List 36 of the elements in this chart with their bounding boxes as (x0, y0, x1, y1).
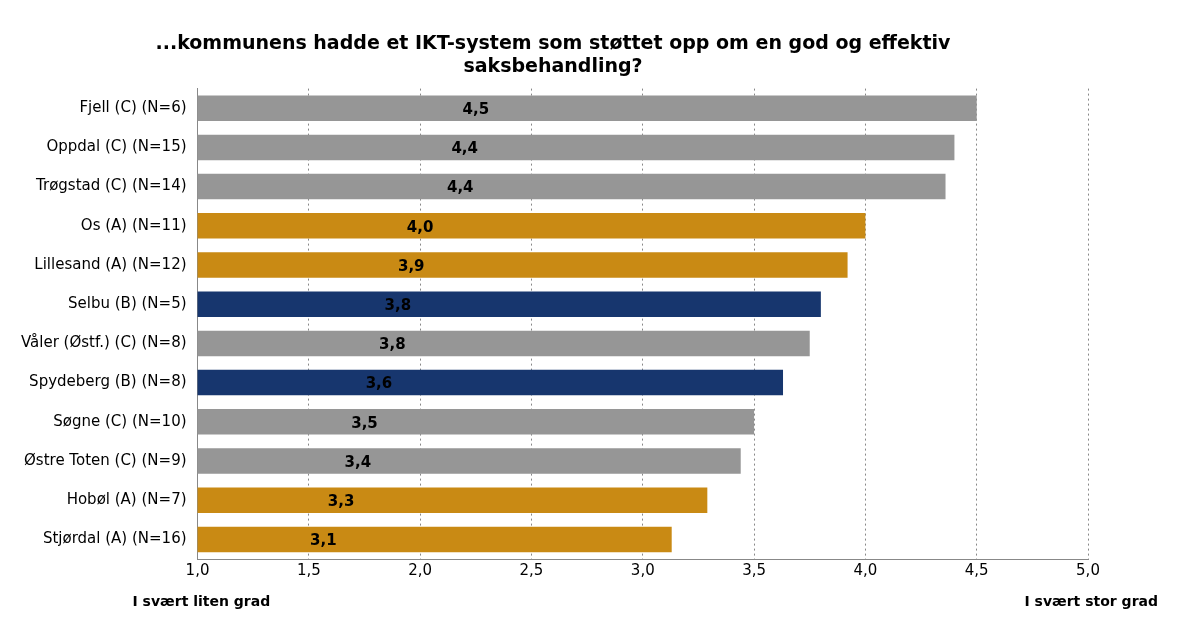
y-tick-label: Hobøl (A) (N=7) (66, 490, 187, 509)
x-tick-label: 3,0 (630, 560, 655, 579)
x-tick-label: 1,5 (296, 560, 321, 579)
y-tick-label: Selbu (B) (N=5) (68, 294, 187, 313)
x-tick-label: 3,5 (742, 560, 767, 579)
y-tick-label: Oppdal (C) (N=15) (46, 137, 187, 156)
data-label: 4,5 (462, 100, 490, 119)
y-tick-label: Østre Toten (C) (N=9) (24, 450, 187, 469)
y-tick-label: Os (A) (N=11) (80, 215, 187, 234)
x-tick-label: 1,0 (185, 560, 210, 579)
data-label: 3,8 (384, 296, 412, 315)
data-label: 4,4 (446, 178, 474, 197)
y-tick-label: Trøgstad (C) (N=14) (35, 176, 187, 195)
data-label: 3,8 (379, 335, 406, 354)
x-tick-label: 5,0 (1076, 560, 1100, 579)
text: I svært liten grad (132, 592, 271, 609)
x-tick-label: 4,0 (853, 560, 878, 579)
y-tick-label: Søgne (C) (N=10) (53, 411, 187, 430)
y-tick-label: Stjørdal (A) (N=16) (42, 529, 187, 548)
data-label: 3,4 (344, 452, 372, 471)
data-label: 4,4 (451, 139, 478, 158)
data-label: 3,9 (397, 256, 425, 275)
x-tick-label: 2,5 (519, 560, 544, 579)
y-tick-label: Fjell (C) (N=6) (79, 98, 187, 117)
text: I svært stor grad (1024, 592, 1158, 609)
x-tick-label: 4,5 (964, 560, 989, 579)
data-label: 3,3 (327, 492, 355, 511)
data-label: 3,6 (365, 374, 393, 393)
y-tick-label: Spydeberg (B) (N=8) (29, 372, 187, 391)
x-tick-label: 2,0 (408, 560, 433, 579)
data-label: 4,0 (406, 217, 434, 236)
y-tick-label: Lillesand (A) (N=12) (34, 254, 187, 273)
chart-title: ...kommunens hadde et IKT-system som støttet opp om en god og effektiv saksbehandling? (155, 31, 952, 77)
data-label: 3,5 (351, 413, 378, 432)
y-tick-label: Våler (Østf.) (C) (N=8) (20, 333, 187, 352)
data-label: 3,1 (310, 531, 337, 550)
